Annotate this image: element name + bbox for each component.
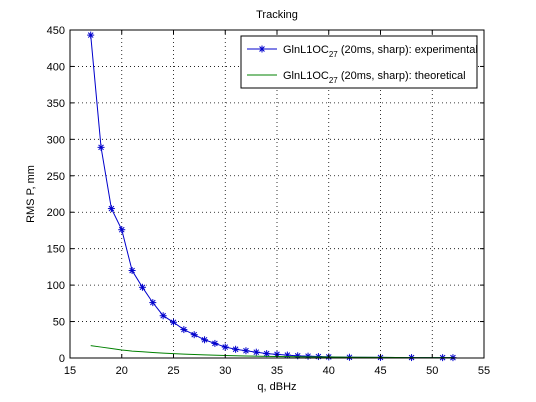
legend-entry: GlnL1OC27 (20ms, sharp): experimental bbox=[247, 44, 478, 59]
data-point bbox=[252, 348, 260, 356]
y-tick-label: 0 bbox=[59, 353, 65, 365]
legend-label: GlnL1OC27 (20ms, sharp): experimental bbox=[283, 44, 478, 59]
data-point bbox=[232, 345, 240, 353]
data-point bbox=[170, 318, 177, 326]
data-point bbox=[159, 312, 167, 320]
chart-title: Tracking bbox=[256, 9, 298, 21]
legend-marker bbox=[258, 45, 266, 53]
legend: GlnL1OC27 (20ms, sharp): experimental Gln… bbox=[240, 35, 478, 89]
data-point bbox=[180, 326, 188, 334]
x-tick-label: 45 bbox=[374, 365, 386, 377]
x-tick-label: 35 bbox=[271, 365, 283, 377]
data-point bbox=[304, 352, 312, 360]
series-2 bbox=[90, 345, 453, 359]
data-point bbox=[97, 143, 105, 151]
y-tick-label: 450 bbox=[47, 25, 65, 37]
y-tick-label: 200 bbox=[47, 207, 65, 219]
data-point bbox=[138, 283, 146, 291]
series-line bbox=[90, 345, 453, 359]
data-point bbox=[107, 205, 115, 213]
data-point bbox=[221, 343, 229, 351]
x-tick-label: 15 bbox=[64, 365, 76, 377]
data-point bbox=[201, 336, 209, 344]
data-point bbox=[149, 299, 157, 307]
legend-label: GlnL1OC27 (20ms, sharp): theoretical bbox=[283, 70, 466, 85]
data-point bbox=[294, 352, 302, 360]
x-tick-label: 20 bbox=[116, 365, 128, 377]
y-tick-label: 150 bbox=[47, 244, 65, 256]
y-tick-label: 300 bbox=[47, 134, 65, 146]
x-tick-label: 50 bbox=[426, 365, 438, 377]
legend-box bbox=[240, 35, 478, 89]
y-tick-label: 50 bbox=[53, 317, 65, 329]
legend-entry: GlnL1OC27 (20ms, sharp): theoretical bbox=[247, 70, 466, 85]
y-tick-label: 250 bbox=[47, 171, 65, 183]
x-tick-label: 25 bbox=[167, 365, 179, 377]
data-point bbox=[190, 331, 198, 339]
x-tick-label: 55 bbox=[478, 365, 490, 377]
x-tick-label: 30 bbox=[219, 365, 231, 377]
data-point bbox=[118, 226, 126, 234]
tick-layer: 15 20 25 30 35 40 45 50 55 0 50 100 150 200 250 300 350 4… bbox=[47, 25, 490, 377]
x-tick-label: 40 bbox=[323, 365, 335, 377]
data-point bbox=[87, 31, 95, 39]
data-point bbox=[242, 347, 250, 355]
y-tick-label: 350 bbox=[47, 98, 65, 110]
x-axis-title: q, dBHz bbox=[257, 381, 296, 393]
data-point bbox=[128, 267, 136, 275]
data-point bbox=[263, 350, 271, 358]
y-tick-label: 400 bbox=[47, 61, 65, 73]
data-point bbox=[211, 339, 219, 347]
y-axis-title: RMS P, mm bbox=[25, 165, 37, 223]
y-tick-label: 100 bbox=[47, 280, 65, 292]
